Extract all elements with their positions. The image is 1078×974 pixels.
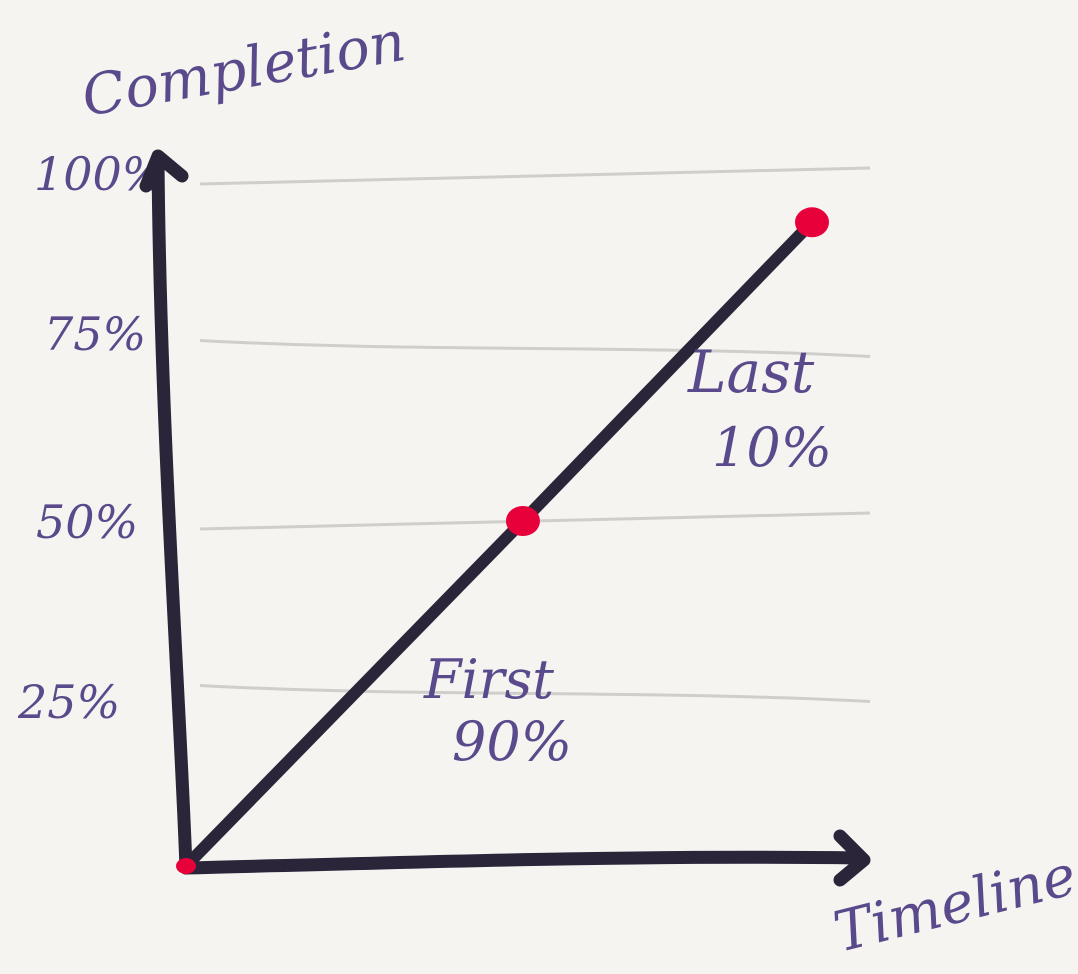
axes	[139, 149, 871, 887]
x-axis-arrowhead	[833, 829, 871, 887]
highlight-points	[176, 207, 829, 874]
y-axis-title: Completion	[77, 9, 410, 130]
gridline-25	[199, 684, 871, 703]
annotation-last-line1: Last	[687, 338, 815, 406]
y-tick-labels: 25% 50% 75% 100%	[17, 147, 166, 729]
annotation-first-line2: 90%	[452, 710, 572, 773]
highlight-point-0	[176, 858, 196, 874]
y-tick-label-75: 75%	[44, 307, 146, 361]
gridline-75	[199, 339, 871, 358]
highlight-point-2	[795, 207, 829, 238]
y-tick-label-25: 25%	[17, 675, 120, 729]
annotation-last-10: Last 10%	[687, 338, 832, 479]
y-axis-arrowhead	[139, 149, 189, 193]
annotation-first-90: First 90%	[423, 648, 572, 773]
gridlines	[199, 166, 871, 703]
x-axis	[179, 850, 867, 875]
highlight-point-1	[505, 506, 540, 536]
y-axis	[151, 153, 193, 875]
y-tick-label-50: 50%	[36, 495, 138, 549]
annotation-last-line2: 10%	[712, 416, 832, 479]
gridline-100	[199, 166, 871, 186]
annotation-first-line1: First	[423, 648, 554, 711]
